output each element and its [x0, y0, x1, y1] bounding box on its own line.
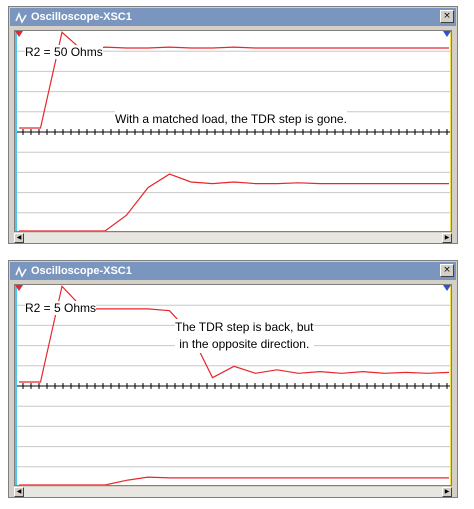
annotation-text: The TDR step is back, but in the opposit…	[175, 319, 314, 353]
cursor-1-marker-icon	[15, 31, 23, 37]
oscilloscope-app-icon	[14, 264, 28, 278]
trace-channel-b	[19, 173, 449, 231]
scroll-left-button[interactable]: ◀	[14, 487, 24, 497]
scope-display: R2 = 50 Ohms With a matched load, the TD…	[14, 30, 452, 232]
oscilloscope-app-icon	[14, 10, 28, 24]
close-button[interactable]: ×	[440, 10, 454, 23]
oscilloscope-window-1: Oscilloscope-XSC1 × R2 = 50 Ohms With a …	[8, 6, 458, 244]
scroll-left-button[interactable]: ◀	[14, 233, 24, 243]
title-bar[interactable]: Oscilloscope-XSC1 ×	[10, 262, 456, 280]
annotation-line: With a matched load, the TDR step is gon…	[115, 112, 347, 126]
annotation-text: With a matched load, the TDR step is gon…	[115, 111, 347, 128]
resistance-label: R2 = 5 Ohms	[25, 301, 97, 315]
cursor-1-marker-icon	[15, 285, 23, 291]
scope-display: R2 = 5 Ohms The TDR step is back, but in…	[14, 284, 452, 486]
close-button[interactable]: ×	[440, 264, 454, 277]
oscilloscope-window-2: Oscilloscope-XSC1 × R2 = 5 Ohms The TDR …	[8, 260, 458, 498]
cursor-2-marker-icon	[443, 31, 451, 37]
resistance-label: R2 = 50 Ohms	[25, 45, 103, 59]
horizontal-scrollbar[interactable]: ◀ ▶	[14, 233, 452, 243]
scope-chart	[15, 285, 451, 485]
window-title: Oscilloscope-XSC1	[31, 265, 132, 277]
annotation-line: The TDR step is back, but	[175, 320, 314, 334]
title-bar[interactable]: Oscilloscope-XSC1 ×	[10, 8, 456, 26]
cursor-2-marker-icon	[443, 285, 451, 291]
scroll-right-button[interactable]: ▶	[442, 487, 452, 497]
annotation-line: in the opposite direction.	[179, 337, 310, 351]
window-title: Oscilloscope-XSC1	[31, 11, 132, 23]
scroll-right-button[interactable]: ▶	[442, 233, 452, 243]
horizontal-scrollbar[interactable]: ◀ ▶	[14, 487, 452, 497]
scope-chart	[15, 31, 451, 231]
trace-channel-b	[19, 476, 449, 485]
